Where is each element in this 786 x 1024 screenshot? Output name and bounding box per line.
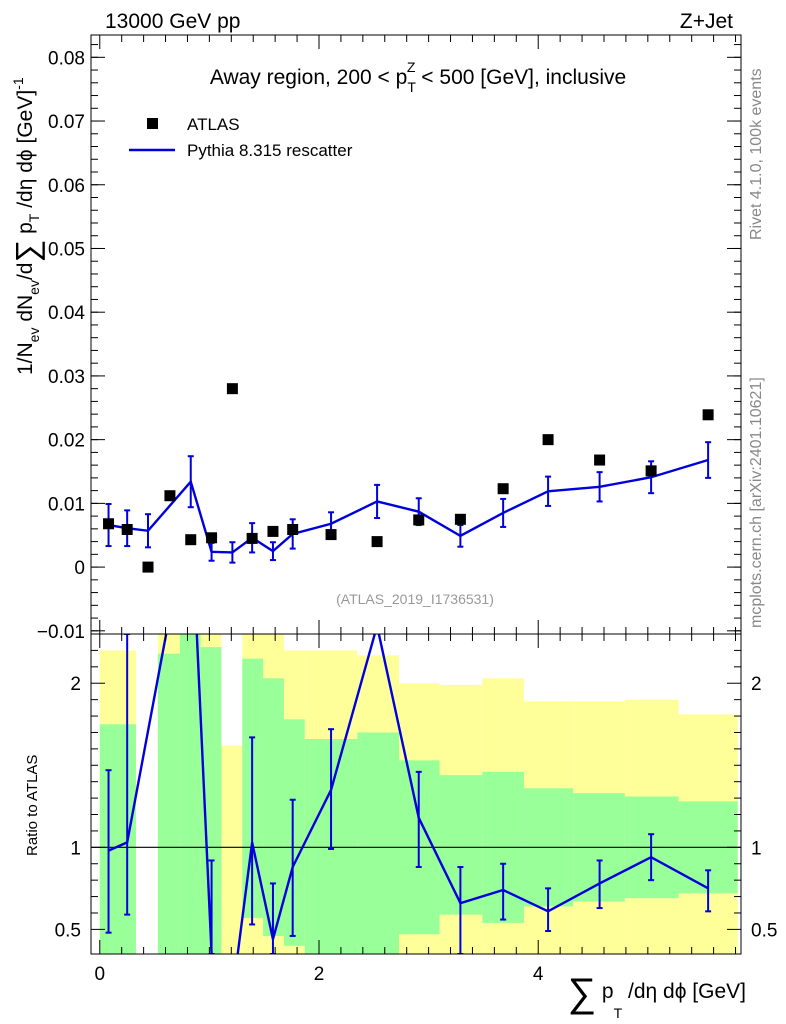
xlabel-sub: T bbox=[614, 1005, 623, 1021]
ratio-band-1sigma bbox=[283, 719, 305, 946]
atlas-data-point bbox=[185, 534, 197, 546]
ylabel-sum-symbol: ∑ bbox=[9, 240, 45, 263]
ratio-y-tick-label-right: 1 bbox=[751, 838, 762, 859]
ratio-x-tick-label: 0 bbox=[94, 964, 105, 985]
atlas-data-point bbox=[226, 383, 238, 395]
ratio-band-1sigma bbox=[200, 647, 222, 954]
ylabel-part-1: 1/N bbox=[14, 342, 37, 375]
atlas-data-point bbox=[325, 529, 337, 541]
ratio-band-1sigma bbox=[263, 678, 284, 936]
chart-title-subscript: T bbox=[407, 79, 416, 95]
main-y-tick-label: 0.05 bbox=[48, 239, 85, 260]
ratio-x-tick-label: 4 bbox=[533, 964, 544, 985]
xlabel-part-2: /dη dϕ [GeV] bbox=[622, 980, 746, 1003]
atlas-data-point bbox=[702, 409, 714, 421]
main-y-tick-label: 0 bbox=[74, 558, 85, 579]
main-y-tick-label: 0.06 bbox=[48, 176, 85, 197]
mcplots-source-label: mcplots.cern.ch [arXiv:2401.10621] bbox=[748, 377, 765, 628]
main-y-tick-label: 0.02 bbox=[48, 431, 85, 452]
main-y-tick-label: 0.04 bbox=[48, 303, 85, 324]
ratio-y-axis-label: Ratio to ATLAS bbox=[24, 755, 41, 856]
ratio-y-tick-label-right: 2 bbox=[751, 674, 762, 695]
ratio-band-1sigma bbox=[357, 732, 400, 954]
ratio-frame bbox=[90, 633, 742, 955]
ratio-y-tick-label: 0.5 bbox=[55, 920, 81, 941]
atlas-data-point bbox=[103, 518, 115, 530]
main-y-tick-label: −0.01 bbox=[37, 622, 85, 643]
chart-title-superscript: Z bbox=[407, 59, 416, 75]
process-label: Z+Jet bbox=[680, 10, 733, 33]
atlas-data-point bbox=[454, 513, 466, 525]
analysis-id-label: (ATLAS_2019_I1736531) bbox=[336, 591, 494, 607]
pythia-series-line bbox=[108, 458, 709, 554]
atlas-data-point bbox=[121, 523, 133, 535]
ratio-band-1sigma bbox=[157, 653, 180, 954]
energy-label: 13000 GeV pp bbox=[105, 10, 240, 33]
main-y-tick-label: 0.08 bbox=[48, 48, 85, 69]
x-axis-label: ∑ pT /dη dϕ [GeV] bbox=[568, 971, 746, 1021]
atlas-data-point bbox=[142, 561, 154, 573]
ylabel-part-4: p bbox=[14, 222, 37, 240]
atlas-data-point bbox=[497, 483, 509, 495]
ylabel-part-2: dN bbox=[14, 295, 37, 328]
xlabel-sum-symbol: ∑ bbox=[568, 971, 597, 1015]
main-y-tick-label: 0.01 bbox=[48, 494, 85, 515]
ratio-band-1sigma bbox=[179, 634, 201, 954]
main-y-axis-label: 1/Nev dNev/d∑ pT /dη dϕ [GeV]-1 bbox=[9, 77, 45, 375]
chart-title-rest: < 500 [GeV], inclusive bbox=[415, 66, 626, 89]
atlas-data-point bbox=[164, 490, 176, 502]
ratio-x-tick-label: 2 bbox=[314, 964, 325, 985]
atlas-data-point bbox=[645, 465, 657, 477]
atlas-data-point bbox=[542, 434, 554, 446]
chart-title-main: Away region, 200 < p bbox=[210, 66, 408, 89]
main-plot-content bbox=[103, 383, 714, 573]
atlas-data-point bbox=[246, 532, 258, 544]
ylabel-sub-3: T bbox=[26, 213, 42, 222]
ratio-y-tick-label: 2 bbox=[70, 674, 81, 695]
ylabel-part-3: /d bbox=[14, 263, 37, 281]
legend-atlas-label: ATLAS bbox=[187, 115, 240, 134]
atlas-data-point bbox=[267, 525, 279, 537]
ratio-band-1sigma bbox=[99, 724, 136, 954]
atlas-data-point bbox=[371, 536, 383, 548]
chart-title: Away region, 200 < pTZ < 500 [GeV], incl… bbox=[210, 59, 626, 95]
legend-pythia-label: Pythia 8.315 rescatter bbox=[187, 141, 353, 160]
atlas-data-point bbox=[413, 514, 425, 526]
atlas-data-point bbox=[287, 523, 299, 535]
ylabel-sub-1: ev bbox=[26, 328, 42, 343]
ratio-band-2sigma bbox=[221, 745, 243, 954]
ylabel-part-5: /dη dϕ [GeV] bbox=[14, 90, 37, 214]
ratio-y-tick-label-right: 0.5 bbox=[751, 920, 777, 941]
legend: ATLAS Pythia 8.315 rescatter bbox=[129, 115, 353, 160]
main-panel: −0.01 0 0.01 0.02 0.03 0.04 0.05 0.06 0.07 0.08 A… bbox=[9, 34, 742, 643]
atlas-data-point bbox=[206, 532, 218, 544]
ratio-y-tick-label: 1 bbox=[70, 838, 81, 859]
main-axis-ticks: −0.01 0 0.01 0.02 0.03 0.04 0.05 0.06 0.07 0.08 bbox=[37, 35, 741, 643]
ratio-plot-content bbox=[91, 634, 741, 954]
ylabel-sup: -1 bbox=[10, 77, 26, 90]
main-y-tick-label: 0.03 bbox=[48, 367, 85, 388]
main-y-tick-label: 0.07 bbox=[48, 112, 85, 133]
xlabel-part-1: p bbox=[596, 980, 614, 1003]
legend-atlas-marker bbox=[147, 118, 158, 129]
rivet-version-label: Rivet 4.1.0, 100k events bbox=[748, 68, 765, 240]
ylabel-sub-2: ev bbox=[26, 280, 42, 295]
ratio-panel: 0.5 0.5 1 1 2 2 0 2 4 Ratio to ATLAS ∑ pT /dη dϕ… bbox=[24, 633, 777, 1021]
atlas-data-point bbox=[594, 454, 606, 466]
ratio-axis-ticks: 0.5 0.5 1 1 2 2 0 2 4 bbox=[55, 634, 777, 985]
